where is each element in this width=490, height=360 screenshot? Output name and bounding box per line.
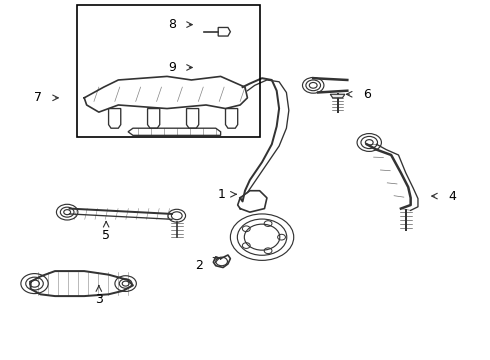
Text: 6: 6 [363, 88, 371, 101]
Text: 8: 8 [168, 18, 176, 31]
Text: 3: 3 [95, 293, 103, 306]
Bar [77, 5, 260, 137]
Text: 4: 4 [448, 190, 456, 203]
Polygon shape [330, 94, 345, 98]
Text: 9: 9 [168, 61, 176, 74]
Text: 5: 5 [102, 229, 110, 242]
Text: 1: 1 [218, 188, 226, 201]
Text: 7: 7 [34, 91, 42, 104]
Text: 2: 2 [195, 259, 203, 272]
